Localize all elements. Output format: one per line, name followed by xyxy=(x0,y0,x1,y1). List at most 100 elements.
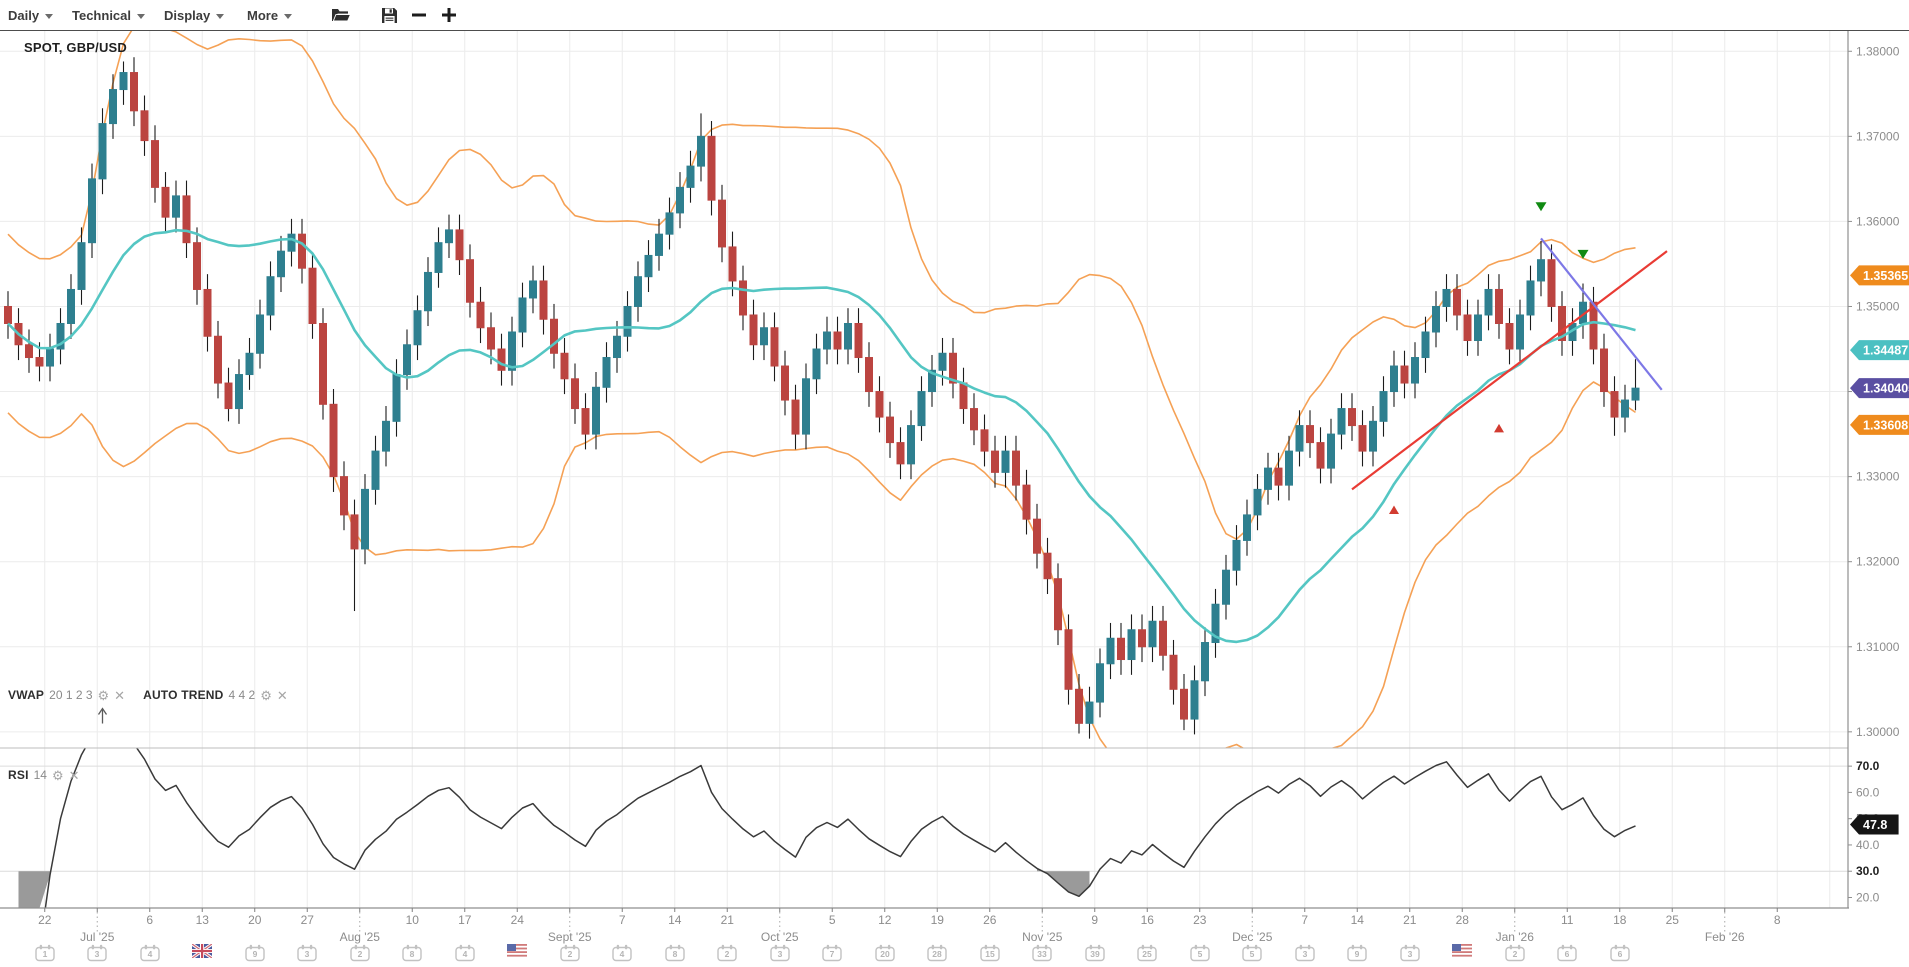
candle xyxy=(1054,578,1062,631)
price-axis-label: 1.33000 xyxy=(1856,470,1900,484)
candle xyxy=(1159,620,1167,656)
candle xyxy=(224,382,233,410)
price-axis-label: 1.36000 xyxy=(1856,214,1900,228)
candle xyxy=(1190,680,1199,720)
calendar-event-icon[interactable]: 2 xyxy=(717,944,738,967)
calendar-event-icon[interactable]: 5 xyxy=(1242,944,1263,967)
x-axis-month-label: Sept '25 xyxy=(547,930,592,944)
candle xyxy=(980,429,989,452)
vwap-indicator-name: VWAP xyxy=(8,688,45,702)
calendar-event-icon[interactable]: 9 xyxy=(1347,944,1368,967)
candle xyxy=(1117,637,1125,661)
candle xyxy=(1495,288,1503,324)
uk-flag-icon[interactable] xyxy=(191,942,214,963)
candle xyxy=(991,450,999,473)
calendar-event-icon[interactable]: 3 xyxy=(1294,944,1315,967)
calendar-event-icon[interactable]: 3 xyxy=(769,944,790,967)
x-axis-day-label: 14 xyxy=(1350,913,1364,927)
candle xyxy=(571,378,579,410)
candle xyxy=(151,140,159,188)
candle xyxy=(875,391,884,418)
menu-more[interactable]: More xyxy=(247,0,293,30)
gear-icon[interactable]: ⚙ xyxy=(97,687,110,703)
menu-daily[interactable]: Daily xyxy=(8,0,54,30)
price-badge: 47.8 xyxy=(1850,814,1899,835)
calendar-event-icon[interactable]: 9 xyxy=(244,944,265,967)
x-axis-day-label: 9 xyxy=(1091,913,1099,927)
candle xyxy=(676,186,684,214)
buy-signal-icon xyxy=(1389,505,1399,515)
calendar-event-icon[interactable]: 3 xyxy=(297,944,318,967)
calendar-event-icon[interactable]: 4 xyxy=(454,944,475,967)
calendar-event-icon[interactable]: 6 xyxy=(1557,944,1578,967)
close-icon[interactable]: ✕ xyxy=(114,687,126,703)
candle xyxy=(1547,259,1556,307)
candle xyxy=(791,399,800,435)
save-icon[interactable] xyxy=(378,4,400,26)
candle xyxy=(970,408,978,431)
rsi-indicator-name: RSI xyxy=(8,768,29,782)
calendar-event-icon[interactable]: 2 xyxy=(349,944,370,967)
calendar-event-icon[interactable]: 2 xyxy=(559,944,580,967)
candle xyxy=(1621,399,1629,418)
zoom-out-icon[interactable] xyxy=(408,4,430,26)
calendar-event-icon[interactable]: 28 xyxy=(927,944,948,967)
candle xyxy=(88,178,96,244)
gear-icon[interactable]: ⚙ xyxy=(260,687,272,703)
calendar-event-icon[interactable]: 4 xyxy=(139,944,160,967)
x-axis-day-label: 10 xyxy=(405,913,419,927)
calendar-event-icon[interactable]: 3 xyxy=(1399,944,1420,967)
gear-icon[interactable]: ⚙ xyxy=(51,767,64,783)
calendar-event-icon[interactable]: 15 xyxy=(979,944,1000,967)
close-icon[interactable]: ✕ xyxy=(68,767,80,783)
calendar-event-icon[interactable]: 4 xyxy=(612,944,633,967)
us-flag-icon[interactable] xyxy=(507,944,528,963)
candle xyxy=(1127,629,1136,661)
badge-value: 1.34487 xyxy=(1863,344,1908,358)
candle xyxy=(1232,539,1241,571)
calendar-event-icon[interactable]: 39 xyxy=(1084,944,1105,967)
x-axis-day-label: 24 xyxy=(510,913,524,927)
calendar-event-icon[interactable]: 3 xyxy=(87,944,108,967)
calendar-event-icon[interactable]: 5 xyxy=(1189,944,1210,967)
calendar-event-icon[interactable]: 2 xyxy=(1504,944,1525,967)
candle xyxy=(1337,408,1346,435)
calendar-event-icon[interactable]: 1 xyxy=(34,944,55,967)
vwap-indicator-params: 20 1 2 3 xyxy=(49,688,93,702)
candle xyxy=(613,335,621,359)
svg-text:3: 3 xyxy=(777,949,782,959)
auto-trend-support-line[interactable] xyxy=(1351,250,1668,491)
menu-display[interactable]: Display xyxy=(164,0,225,30)
x-axis-day-label: 5 xyxy=(828,913,836,927)
calendar-event-icon[interactable]: 25 xyxy=(1137,944,1158,967)
calendar-event-icon[interactable]: 7 xyxy=(822,944,843,967)
svg-text:7: 7 xyxy=(830,949,835,959)
calendar-event-icon[interactable]: 33 xyxy=(1032,944,1053,967)
zoom-in-icon[interactable] xyxy=(438,4,460,26)
calendar-event-icon[interactable]: 20 xyxy=(874,944,895,967)
chevron-down-icon xyxy=(45,13,54,19)
x-axis-month-label: Feb '26 xyxy=(1704,930,1745,944)
candle xyxy=(1516,314,1524,350)
candle xyxy=(1600,348,1608,393)
menu-technical[interactable]: Technical xyxy=(72,0,146,30)
x-axis-day-label: 12 xyxy=(878,913,892,927)
candle xyxy=(455,229,464,261)
open-folder-icon[interactable] xyxy=(330,4,352,26)
auto-trend-resistance-line[interactable] xyxy=(1540,237,1663,391)
svg-text:3: 3 xyxy=(1302,949,1307,959)
calendar-event-icon[interactable]: 8 xyxy=(402,944,423,967)
candle xyxy=(707,135,716,201)
svg-text:2: 2 xyxy=(567,949,572,959)
calendar-event-icon[interactable]: 8 xyxy=(664,944,685,967)
close-icon[interactable]: ✕ xyxy=(276,687,288,703)
svg-text:1: 1 xyxy=(42,949,47,959)
us-flag-icon[interactable] xyxy=(1452,944,1473,963)
candle xyxy=(256,314,264,354)
candle xyxy=(1001,450,1010,473)
svg-text:9: 9 xyxy=(1355,949,1360,959)
candle xyxy=(844,322,852,350)
calendar-event-icon[interactable]: 6 xyxy=(1609,944,1630,967)
candle xyxy=(182,195,191,244)
